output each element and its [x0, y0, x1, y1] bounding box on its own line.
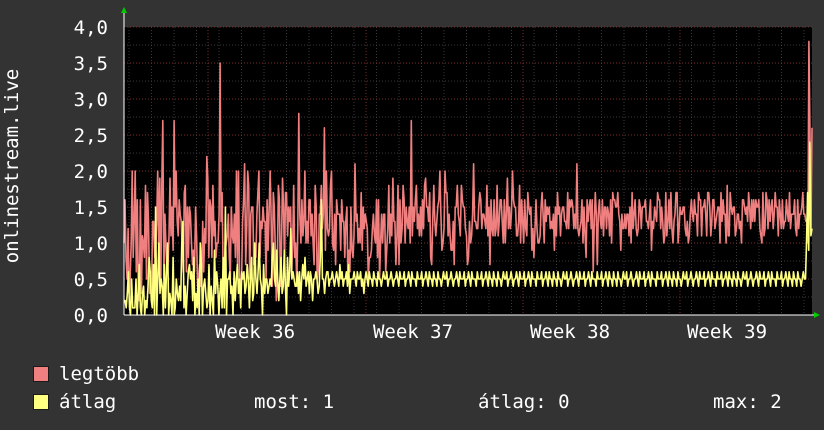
y-tick-label: 0,5	[74, 269, 108, 291]
x-tick-label: Week 37	[373, 321, 453, 343]
y-tick-label: 2,5	[74, 125, 108, 147]
y-tick-label: 1,0	[74, 233, 108, 255]
series-line-avg	[124, 141, 813, 316]
stat-avg: átlag: 0	[478, 391, 570, 413]
x-tick-label: Week 38	[530, 321, 610, 343]
y-tick-label: 4,0	[74, 17, 108, 39]
legend-swatch-avg	[33, 394, 49, 410]
chart: 0,0 0,5 1,0 1,5 2,0 2,5 3,0 3,5 4,0 Week 36 Week 3…	[1, 7, 820, 343]
y-tick-label: 3,0	[74, 89, 108, 111]
y-tick-label: 1,5	[74, 197, 108, 219]
y-tick-label: 3,5	[74, 53, 108, 75]
y-tick-label: 0,0	[74, 305, 108, 327]
series-line-max	[123, 40, 813, 302]
x-axis-arrow-icon	[814, 312, 820, 318]
legend-label-max: legtöbb	[59, 363, 140, 385]
legend-label-avg: átlag	[59, 391, 117, 413]
legend-row-avg: átlag most: 1 átlag: 0 max: 2	[0, 390, 824, 414]
legend-row-max: legtöbb	[0, 362, 824, 386]
stat-now: most: 1	[254, 391, 335, 413]
stat-max: max: 2	[713, 391, 782, 413]
x-tick-label: Week 36	[215, 321, 295, 343]
y-tick-label: 2,0	[74, 161, 108, 183]
x-tick-label: Week 39	[687, 321, 767, 343]
y-axis-arrow-icon	[121, 7, 127, 13]
y-axis-label: onlinestream.live	[1, 69, 23, 263]
legend-swatch-max	[33, 366, 49, 382]
